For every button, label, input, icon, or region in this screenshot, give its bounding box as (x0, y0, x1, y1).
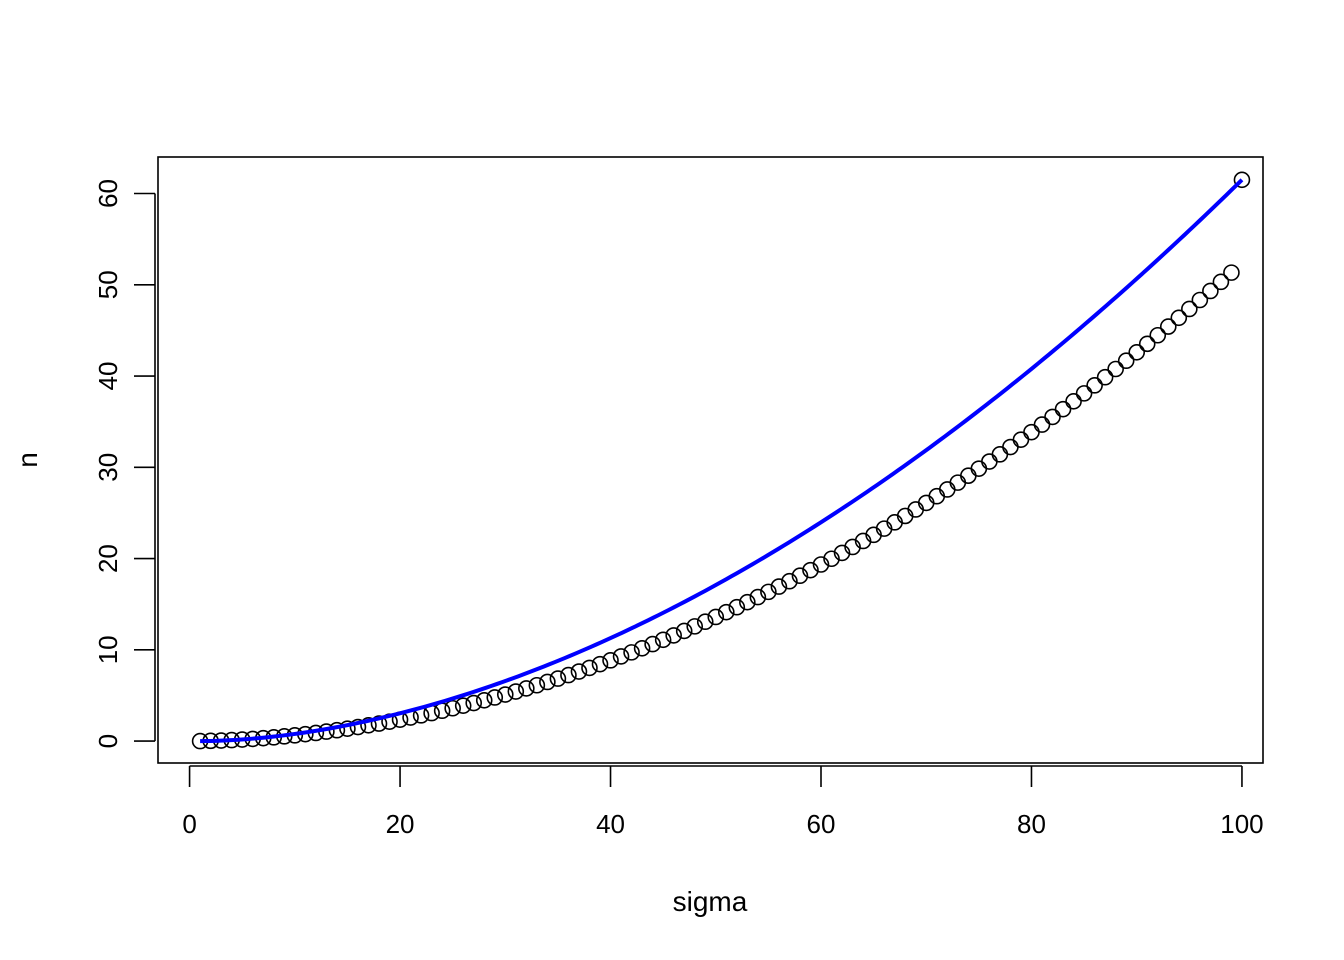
data-point (475, 692, 493, 709)
data-point (1223, 264, 1240, 281)
x-tick-label: 100 (1220, 809, 1263, 839)
data-point (970, 460, 988, 477)
data-point (1023, 423, 1040, 441)
data-point (518, 680, 535, 697)
data-point (623, 644, 640, 661)
data-point (707, 608, 725, 626)
data-point (1033, 416, 1051, 433)
x-tick-label: 20 (386, 809, 415, 839)
data-point (1075, 385, 1093, 402)
data-point (612, 648, 630, 665)
data-point (739, 593, 756, 611)
y-tick-label: 60 (93, 179, 123, 208)
data-point (812, 556, 830, 573)
data-point (1128, 344, 1146, 361)
x-tick-label: 60 (807, 809, 836, 839)
data-point (507, 683, 525, 700)
data-point (770, 578, 788, 595)
y-tick-label: 0 (93, 734, 123, 748)
data-point (1086, 377, 1103, 394)
data-point (1107, 360, 1124, 378)
data-point (981, 453, 998, 470)
data-point (696, 613, 714, 631)
data-point (560, 666, 577, 684)
data-point (665, 627, 682, 644)
data-point (465, 694, 483, 712)
data-point (1096, 368, 1114, 386)
data-point (602, 652, 619, 669)
data-point (1117, 352, 1135, 370)
data-point (360, 717, 377, 734)
data-point (633, 639, 651, 657)
x-tick-label: 40 (596, 809, 625, 839)
x-tick-label: 80 (1017, 809, 1046, 839)
data-point (1012, 431, 1030, 448)
data-point (581, 659, 598, 677)
data-point (1212, 273, 1230, 291)
data-point (1181, 300, 1198, 318)
data-point (833, 544, 851, 562)
y-axis-title: n (12, 452, 43, 468)
data-point (1191, 291, 1209, 309)
x-axis: 0 20 40 60 80 100 (182, 765, 1264, 839)
data-point (1138, 335, 1156, 353)
data-point (717, 603, 735, 621)
data-point (454, 697, 472, 714)
data-point (433, 702, 451, 720)
data-point (591, 655, 609, 673)
data-point (917, 494, 935, 512)
y-tick-label: 30 (93, 453, 123, 482)
data-point (370, 715, 388, 732)
data-point (528, 676, 546, 694)
data-point (654, 631, 672, 649)
data-point (728, 598, 746, 616)
data-point (1002, 438, 1019, 456)
data-point (802, 561, 819, 579)
data-point (760, 583, 777, 601)
data-point (339, 720, 356, 737)
data-point (823, 550, 840, 568)
data-point (570, 663, 588, 680)
data-point (960, 467, 977, 484)
data-point (686, 618, 704, 635)
data-point (496, 686, 514, 703)
x-tick-label: 0 (182, 809, 196, 839)
data-points (191, 171, 1251, 750)
data-point (928, 487, 946, 505)
data-point (749, 588, 767, 606)
data-point (1202, 282, 1219, 300)
y-tick-label: 20 (93, 544, 123, 573)
data-point (486, 689, 504, 706)
data-point (444, 699, 461, 717)
data-point (675, 622, 693, 640)
data-point (907, 501, 925, 518)
data-point (1065, 393, 1082, 410)
data-point (1159, 318, 1177, 335)
fit-line (200, 178, 1244, 744)
data-point (1054, 400, 1072, 418)
data-point (991, 446, 1009, 463)
y-tick-label: 50 (93, 270, 123, 299)
data-point (791, 567, 809, 585)
data-point (781, 572, 798, 590)
data-point (349, 718, 367, 736)
y-tick-label: 10 (93, 635, 123, 664)
data-point (549, 670, 567, 687)
x-axis-title: sigma (673, 886, 748, 917)
y-axis: 0 10 20 30 40 50 60 (93, 179, 156, 748)
data-point (644, 635, 661, 653)
data-point (1044, 408, 1061, 426)
data-point (1233, 171, 1251, 189)
data-point (1170, 309, 1188, 327)
data-point (539, 673, 556, 691)
data-point (938, 481, 956, 498)
y-tick-label: 40 (93, 362, 123, 391)
data-point (1149, 326, 1167, 344)
data-point (949, 474, 967, 491)
plot-frame (157, 156, 1264, 764)
